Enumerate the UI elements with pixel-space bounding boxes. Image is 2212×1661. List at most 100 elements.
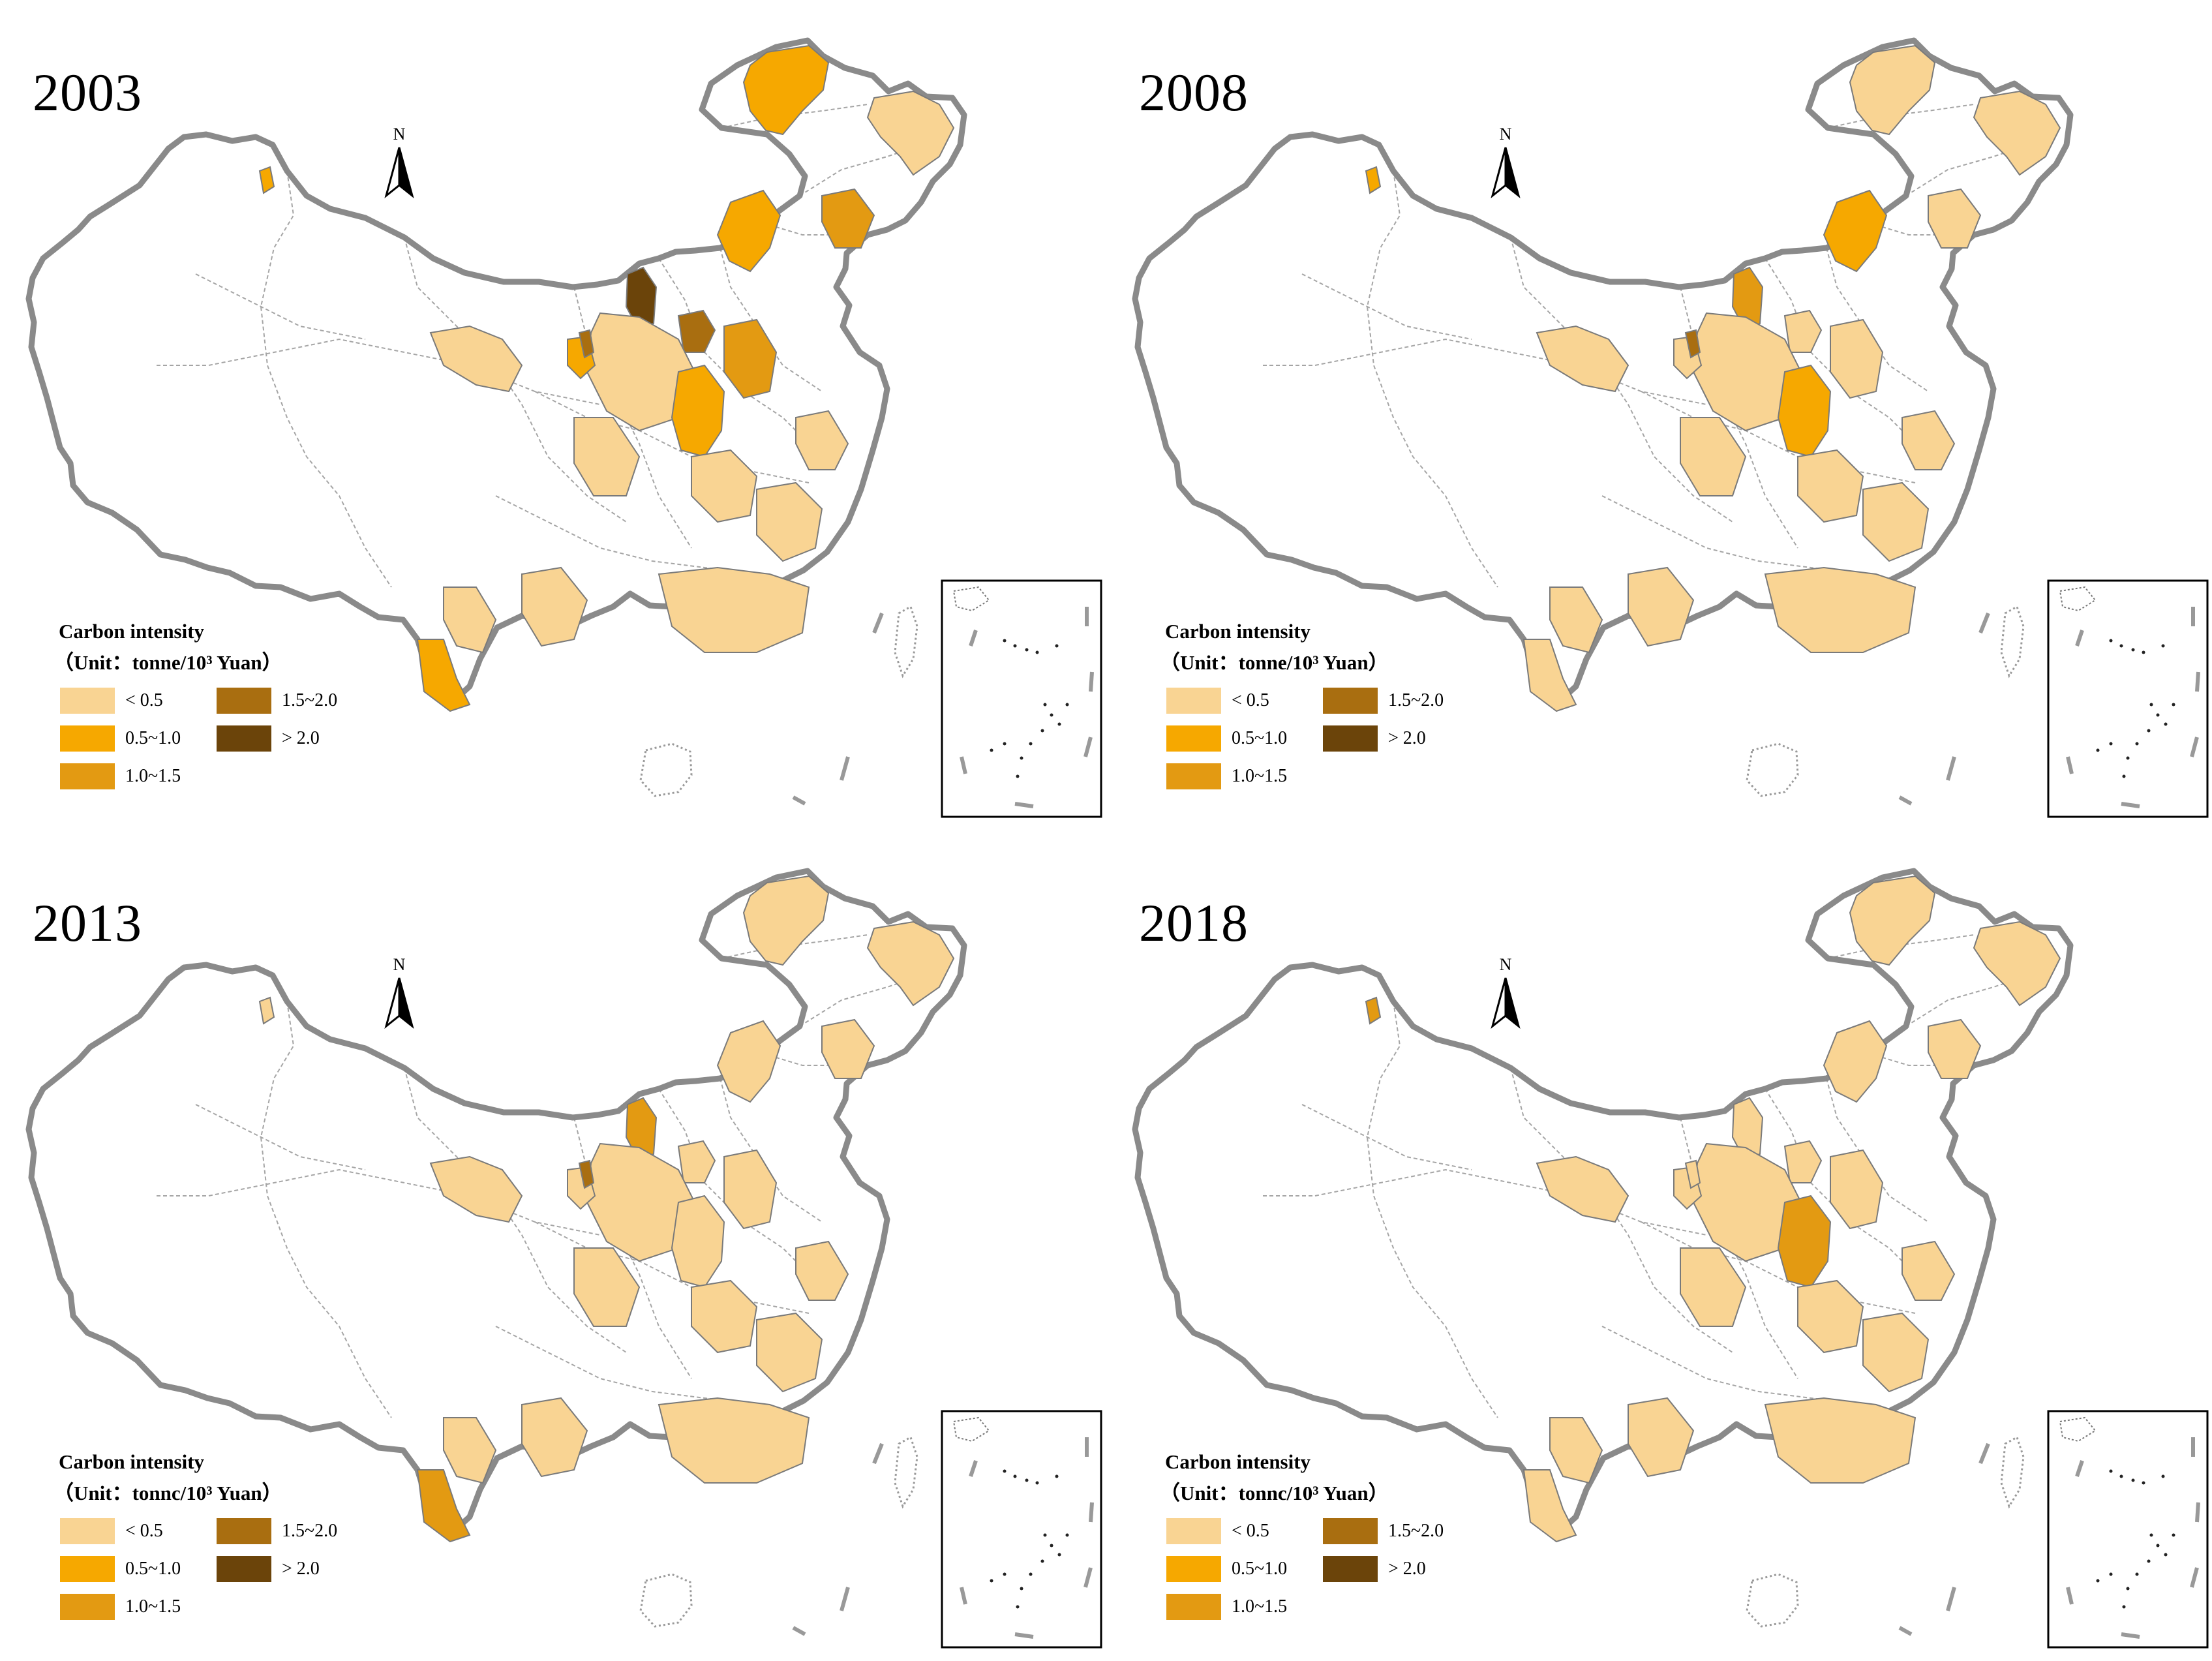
region-guizhou bbox=[443, 587, 497, 654]
legend-swatch bbox=[1323, 1518, 1378, 1544]
legend-swatch bbox=[1166, 1594, 1221, 1620]
region-shaanxi bbox=[573, 1247, 641, 1327]
north-arrow: N bbox=[384, 955, 414, 1029]
outer-dash-line bbox=[1898, 1442, 1990, 1636]
north-arrow: N bbox=[1491, 125, 1521, 199]
region-jiangsu bbox=[1901, 1240, 1956, 1301]
region-gansu bbox=[1536, 1155, 1629, 1223]
region-baotou bbox=[677, 309, 716, 353]
carbon-regions bbox=[1365, 875, 2061, 1543]
legend-title: Carbon intensity bbox=[59, 1450, 205, 1473]
taiwan-island bbox=[894, 1435, 918, 1509]
legend-swatch bbox=[60, 1518, 115, 1544]
region-liaoning bbox=[1928, 188, 1982, 249]
region-inner-mongolia-east bbox=[716, 189, 781, 273]
region-sichuan bbox=[521, 1397, 588, 1478]
panel-year-label: 2008 bbox=[1139, 63, 1249, 122]
region-gansu bbox=[429, 1155, 523, 1223]
inset-nine-dash-line bbox=[960, 1437, 1094, 1639]
region-jiangsu bbox=[795, 1240, 849, 1301]
region-guizhou bbox=[1549, 1417, 1603, 1484]
region-liaoning bbox=[821, 1018, 875, 1079]
legend-swatch bbox=[1166, 1556, 1221, 1582]
legend: Carbon intensity （Unit：tonne/10³ Yuan） <… bbox=[53, 620, 393, 815]
north-arrow-left bbox=[1491, 977, 1507, 1029]
region-baotou bbox=[677, 1140, 716, 1183]
legend-swatch bbox=[1166, 763, 1221, 789]
region-henan bbox=[691, 1279, 758, 1354]
legend-label: 0.5~1.0 bbox=[1232, 1559, 1288, 1579]
region-jiangsu bbox=[1901, 410, 1956, 470]
panel-year-label: 2013 bbox=[33, 893, 142, 952]
taiwan-island bbox=[894, 605, 918, 678]
region-southeast bbox=[1764, 1397, 1917, 1484]
legend-label: 1.0~1.5 bbox=[125, 1596, 181, 1617]
region-henan bbox=[691, 449, 758, 523]
region-shaanxi bbox=[573, 417, 641, 496]
region-hebei bbox=[1830, 318, 1884, 399]
inset-coast bbox=[2059, 586, 2097, 612]
legend-title: Carbon intensity bbox=[59, 620, 205, 643]
north-arrow: N bbox=[384, 125, 414, 199]
region-wuhai bbox=[578, 1159, 595, 1189]
inset-frame bbox=[2047, 1410, 2209, 1649]
map-panel-2008: N bbox=[1106, 0, 2212, 830]
north-arrow-label: N bbox=[1500, 955, 1512, 974]
legend-label: 1.5~2.0 bbox=[282, 1521, 338, 1541]
legend-title: Carbon intensity bbox=[1165, 620, 1311, 643]
inset-nine-dash-line bbox=[2066, 607, 2200, 808]
region-shanxi bbox=[671, 364, 725, 458]
legend-swatch bbox=[60, 688, 115, 714]
region-sichuan bbox=[1628, 1397, 1695, 1478]
panel-year-label: 2018 bbox=[1139, 893, 1249, 952]
outer-dash-line bbox=[1898, 612, 1990, 806]
region-yunnan-west bbox=[1523, 639, 1577, 712]
china-map: N bbox=[1132, 868, 2209, 1649]
legend-label: 1.5~2.0 bbox=[1388, 690, 1444, 710]
region-hunan bbox=[1862, 481, 1930, 562]
legend-swatch bbox=[1323, 688, 1378, 714]
inset-nine-dash-line bbox=[2066, 1437, 2200, 1639]
legend-swatch bbox=[217, 725, 271, 752]
inset-coast bbox=[2059, 1416, 2097, 1442]
region-yunnan-west bbox=[1523, 1469, 1577, 1543]
region-heilongjiang-north bbox=[1849, 44, 1936, 136]
region-xinjiang-north bbox=[258, 166, 275, 194]
legend-unit: （Unit：tonne/10³ Yuan） bbox=[53, 651, 282, 674]
region-heilongjiang-east bbox=[1973, 90, 2061, 176]
south-china-sea-inset bbox=[941, 1410, 1102, 1649]
legend-label: 1.0~1.5 bbox=[125, 766, 181, 786]
legend-label: > 2.0 bbox=[1388, 1559, 1426, 1579]
region-shanxi bbox=[1777, 364, 1832, 458]
legend-label: 0.5~1.0 bbox=[125, 728, 181, 748]
legend-swatch bbox=[1166, 1518, 1221, 1544]
legend-swatch bbox=[217, 1518, 271, 1544]
region-shaanxi bbox=[1680, 417, 1747, 496]
legend-label: < 0.5 bbox=[1232, 1521, 1269, 1541]
region-hebei bbox=[723, 318, 778, 399]
south-china-sea-inset bbox=[2047, 579, 2209, 818]
region-jiangsu bbox=[795, 410, 849, 470]
hainan-island bbox=[639, 1573, 693, 1628]
north-arrow: N bbox=[1491, 955, 1521, 1029]
legend-swatch bbox=[60, 763, 115, 789]
legend-label: 0.5~1.0 bbox=[125, 1559, 181, 1579]
legend-swatch bbox=[1166, 725, 1221, 752]
south-china-sea-inset bbox=[2047, 1410, 2209, 1649]
legend-swatch bbox=[1323, 725, 1378, 752]
legend-label: > 2.0 bbox=[282, 728, 320, 748]
region-hebei bbox=[1830, 1149, 1884, 1230]
region-hunan bbox=[756, 1312, 823, 1393]
north-arrow-label: N bbox=[1500, 125, 1512, 144]
region-heilongjiang-east bbox=[866, 921, 955, 1007]
inset-islands bbox=[2096, 639, 2175, 778]
legend-label: 1.0~1.5 bbox=[1232, 766, 1288, 786]
inset-islands bbox=[990, 1469, 1069, 1609]
north-arrow-right bbox=[398, 147, 414, 199]
legend-swatch bbox=[217, 1556, 271, 1582]
inset-frame bbox=[941, 1410, 1102, 1649]
region-sichuan bbox=[521, 566, 588, 647]
inset-islands bbox=[990, 639, 1069, 778]
region-guizhou bbox=[443, 1417, 497, 1484]
china-map: N bbox=[25, 37, 1102, 818]
